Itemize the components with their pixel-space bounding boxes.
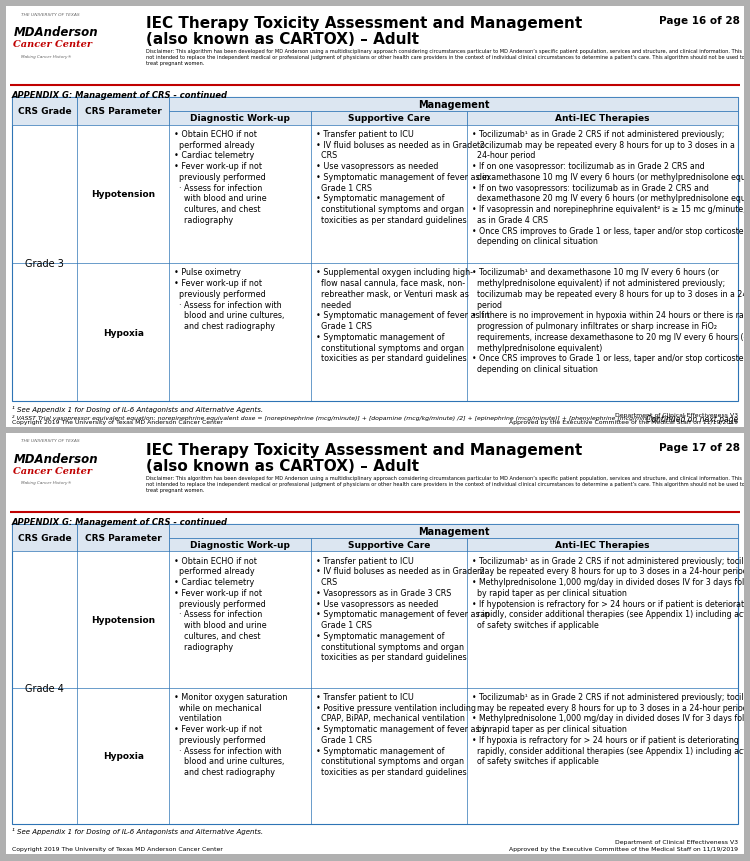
Text: Page 16 of 28: Page 16 of 28 (659, 16, 740, 26)
Bar (77, 524, 170, 552)
Text: • Transfer patient to ICU
• IV fluid boluses as needed as in Grade 2
  CRS
• Vas: • Transfer patient to ICU • IV fluid bol… (316, 556, 489, 661)
Bar (77, 98, 170, 126)
Text: Grade 4: Grade 4 (26, 683, 64, 693)
Text: • Monitor oxygen saturation
  while on mechanical
  ventilation
• Fever work-up : • Monitor oxygen saturation while on mec… (174, 692, 287, 776)
Text: Diagnostic Work-up: Diagnostic Work-up (190, 115, 290, 123)
Text: • Transfer patient to ICU
• Positive pressure ventilation including
  CPAP, BiPA: • Transfer patient to ICU • Positive pre… (316, 692, 489, 776)
Bar (12, 524, 77, 552)
Text: APPENDIX G: Management of CRS - continued: APPENDIX G: Management of CRS - continue… (12, 91, 228, 100)
Text: ² VASST Trial vasopressor equivalent equation: norepinephrine equivalent dose = : ² VASST Trial vasopressor equivalent equ… (12, 414, 675, 420)
Text: • Transfer patient to ICU
• IV fluid boluses as needed as in Grade 2
  CRS
• Use: • Transfer patient to ICU • IV fluid bol… (316, 130, 489, 225)
Text: Page 17 of 28: Page 17 of 28 (659, 443, 740, 452)
Text: IEC Therapy Toxicity Assessment and Management: IEC Therapy Toxicity Assessment and Mana… (146, 443, 583, 457)
Bar (170, 112, 311, 126)
Text: CRS Parameter: CRS Parameter (85, 108, 162, 116)
Text: Making Cancer History®: Making Cancer History® (21, 480, 71, 485)
Bar (12, 98, 77, 126)
Text: MDAnderson: MDAnderson (13, 26, 98, 39)
Text: • Obtain ECHO if not
  performed already
• Cardiac telemetry
• Fever work-up if : • Obtain ECHO if not performed already •… (174, 556, 266, 651)
Text: • Obtain ECHO if not
  performed already
• Cardiac telemetry
• Fever work-up if : • Obtain ECHO if not performed already •… (174, 130, 266, 225)
Bar (311, 112, 467, 126)
Text: • Pulse oximetry
• Fever work-up if not
  previously performed
  · Assess for in: • Pulse oximetry • Fever work-up if not … (174, 268, 284, 331)
Bar (170, 524, 738, 538)
Text: Copyright 2019 The University of Texas MD Anderson Cancer Center: Copyright 2019 The University of Texas M… (12, 846, 223, 851)
Text: Copyright 2019 The University of Texas MD Anderson Cancer Center: Copyright 2019 The University of Texas M… (12, 419, 223, 424)
Text: • Tocilizumab¹ as in Grade 2 CRS if not administered previously; tocilizumab
  m: • Tocilizumab¹ as in Grade 2 CRS if not … (472, 556, 750, 629)
Text: (also known as CARTOX) – Adult: (also known as CARTOX) – Adult (146, 32, 419, 47)
Text: Approved by the Executive Committee of the Medical Staff on 11/19/2019: Approved by the Executive Committee of t… (509, 419, 738, 424)
Text: Anti-IEC Therapies: Anti-IEC Therapies (556, 115, 650, 123)
Text: • Tocilizumab¹ as in Grade 2 CRS if not administered previously;
  tocilizumab m: • Tocilizumab¹ as in Grade 2 CRS if not … (472, 130, 750, 246)
Text: Hypotension: Hypotension (92, 616, 155, 624)
Bar (467, 112, 738, 126)
Text: Approved by the Executive Committee of the Medical Staff on 11/19/2019: Approved by the Executive Committee of t… (509, 846, 738, 851)
Text: Hypoxia: Hypoxia (103, 328, 144, 338)
Bar (467, 538, 738, 552)
Text: CRS Grade: CRS Grade (18, 108, 71, 116)
Text: CRS Grade: CRS Grade (18, 533, 71, 542)
Text: ¹ See Appendix 1 for Dosing of IL-6 Antagonists and Alternative Agents.: ¹ See Appendix 1 for Dosing of IL-6 Anta… (12, 827, 263, 834)
Text: (also known as CARTOX) – Adult: (also known as CARTOX) – Adult (146, 458, 419, 474)
Text: IEC Therapy Toxicity Assessment and Management: IEC Therapy Toxicity Assessment and Mana… (146, 16, 583, 31)
Text: ¹ See Appendix 1 for Dosing of IL-6 Antagonists and Alternative Agents.: ¹ See Appendix 1 for Dosing of IL-6 Anta… (12, 406, 263, 412)
Text: Anti-IEC Therapies: Anti-IEC Therapies (556, 541, 650, 549)
Text: • Tocilizumab¹ and dexamethasone 10 mg IV every 6 hours (or
  methylprednisolone: • Tocilizumab¹ and dexamethasone 10 mg I… (472, 268, 750, 374)
Text: • Supplemental oxygen including high-
  flow nasal cannula, face mask, non-
  re: • Supplemental oxygen including high- fl… (316, 268, 489, 362)
Text: Department of Clinical Effectiveness V3: Department of Clinical Effectiveness V3 (615, 413, 738, 418)
Text: Department of Clinical Effectiveness V3: Department of Clinical Effectiveness V3 (615, 839, 738, 844)
Text: Continued on next page: Continued on next page (646, 414, 738, 424)
Text: Hypoxia: Hypoxia (103, 752, 144, 760)
Text: Disclaimer: This algorithm has been developed for MD Anderson using a multidisci: Disclaimer: This algorithm has been deve… (146, 49, 748, 66)
Text: Supportive Care: Supportive Care (348, 115, 430, 123)
Text: Disclaimer: This algorithm has been developed for MD Anderson using a multidisci: Disclaimer: This algorithm has been deve… (146, 475, 748, 492)
Text: Cancer Center: Cancer Center (13, 40, 92, 49)
Text: MDAnderson: MDAnderson (13, 452, 98, 465)
Text: APPENDIX G: Management of CRS - continued: APPENDIX G: Management of CRS - continue… (12, 517, 228, 526)
Text: THE UNIVERSITY OF TEXAS: THE UNIVERSITY OF TEXAS (21, 439, 80, 443)
Bar (170, 98, 738, 112)
Bar (12, 524, 738, 824)
Bar (12, 98, 738, 402)
Bar (311, 538, 467, 552)
Text: THE UNIVERSITY OF TEXAS: THE UNIVERSITY OF TEXAS (21, 13, 80, 16)
Bar (170, 538, 311, 552)
Text: • Tocilizumab¹ as in Grade 2 CRS if not administered previously; tocilizumab
  m: • Tocilizumab¹ as in Grade 2 CRS if not … (472, 692, 750, 765)
Text: Cancer Center: Cancer Center (13, 467, 92, 475)
Text: Management: Management (418, 100, 490, 110)
Text: CRS Parameter: CRS Parameter (85, 533, 162, 542)
Text: Supportive Care: Supportive Care (348, 541, 430, 549)
Text: Diagnostic Work-up: Diagnostic Work-up (190, 541, 290, 549)
Text: Hypotension: Hypotension (92, 190, 155, 199)
Text: Making Cancer History®: Making Cancer History® (21, 54, 71, 59)
Text: Management: Management (418, 526, 490, 536)
Text: Grade 3: Grade 3 (26, 259, 64, 269)
